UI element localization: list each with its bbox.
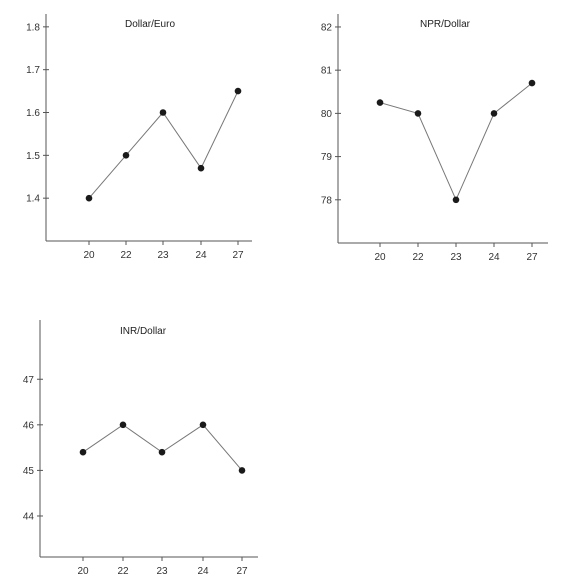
y-tick-label: 1.6: [26, 108, 40, 119]
x-tick-label: 24: [197, 566, 209, 577]
data-point: [119, 421, 127, 429]
chart-dollar-euro: Dollar/Euro 1.4 1.5 1.6 1.7 1.8 20 22 23 24 27: [26, 14, 252, 261]
chart-title-dollar-euro: Dollar/Euro: [125, 19, 175, 30]
data-point: [376, 99, 384, 106]
x-tick-label: 22: [120, 250, 132, 261]
y-tick-label: 82: [321, 22, 333, 33]
y-tick-label: 81: [321, 66, 333, 77]
data-point: [528, 79, 536, 87]
x-tick-label: 27: [526, 252, 538, 263]
x-tick-label: 23: [157, 250, 169, 261]
y-tick-label: 46: [23, 420, 35, 431]
x-tick-label: 27: [236, 566, 248, 577]
data-point: [158, 448, 166, 456]
x-tick-label: 20: [83, 250, 95, 261]
data-point: [85, 194, 93, 202]
data-point: [414, 110, 422, 117]
data-point: [159, 109, 167, 116]
y-tick-label: 79: [321, 152, 333, 163]
x-tick-label: 24: [488, 252, 500, 263]
data-point: [122, 152, 130, 159]
data-point: [490, 110, 498, 117]
x-tick-label: 20: [77, 566, 89, 577]
chart-title-inr-dollar: INR/Dollar: [120, 326, 167, 337]
data-point: [238, 467, 246, 474]
y-tick-label: 1.8: [26, 22, 40, 33]
y-tick-label: 44: [23, 511, 35, 522]
x-tick-label: 22: [412, 252, 424, 263]
chart-title-npr-dollar: NPR/Dollar: [420, 19, 471, 30]
x-tick-label: 23: [156, 566, 168, 577]
data-point: [452, 196, 460, 204]
series-line-dollar-euro: [88, 90, 239, 199]
series-line-npr-dollar: [379, 82, 533, 202]
y-tick-label: 47: [23, 375, 35, 386]
x-tick-label: 22: [117, 566, 129, 577]
y-tick-label: 1.5: [26, 151, 40, 162]
y-tick-label: 80: [321, 109, 333, 120]
data-point: [199, 421, 207, 429]
chart-inr-dollar: INR/Dollar 44 45 46 47 20 22 23 24 27: [23, 320, 258, 577]
series-line-inr-dollar: [82, 424, 243, 471]
x-tick-label: 23: [450, 252, 462, 263]
x-tick-label: 27: [232, 250, 244, 261]
y-tick-label: 1.4: [26, 194, 40, 205]
x-tick-label: 20: [374, 252, 386, 263]
data-point: [79, 448, 87, 456]
x-tick-label: 24: [195, 250, 207, 261]
y-tick-label: 1.7: [26, 65, 40, 76]
data-point: [197, 164, 205, 172]
chart-npr-dollar: NPR/Dollar 78 79 80 81 82 20 22 23 24 27: [321, 14, 548, 263]
y-tick-label: 78: [321, 195, 333, 206]
data-point: [234, 87, 242, 95]
y-tick-label: 45: [23, 466, 35, 477]
